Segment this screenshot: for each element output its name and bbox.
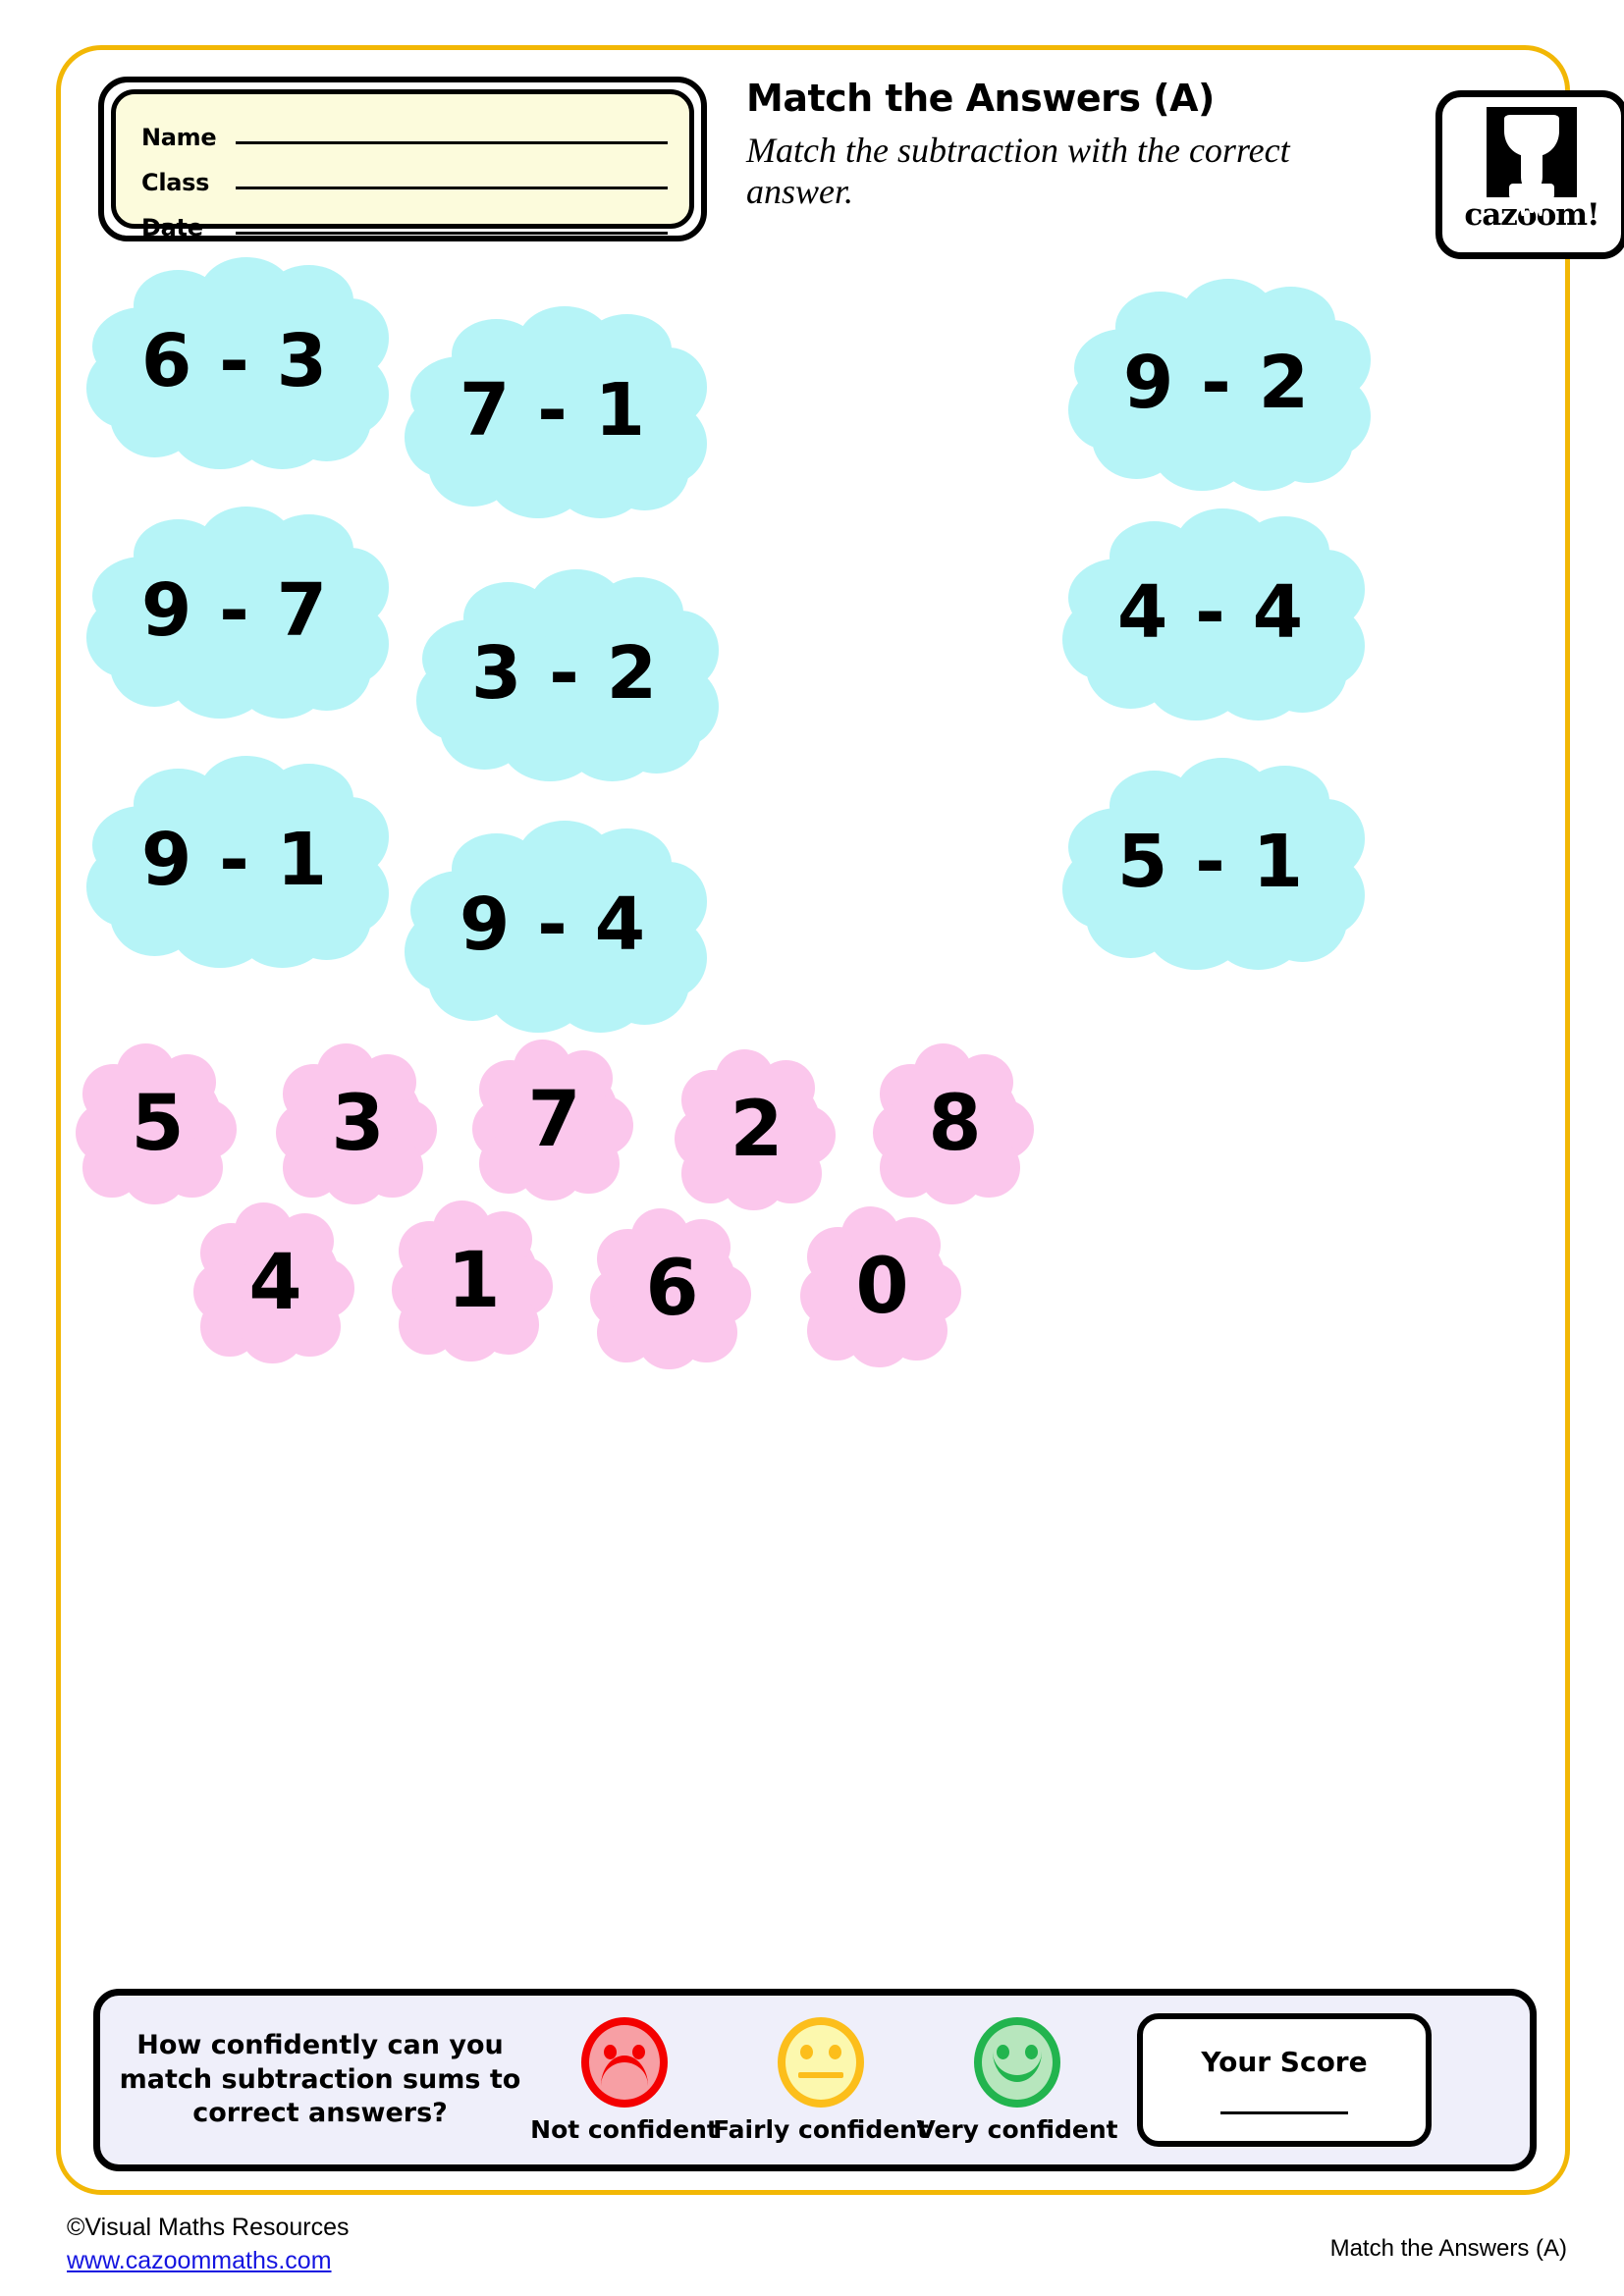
confidence-bar: How confidently can you match subtractio… <box>93 1989 1537 2171</box>
question-cloud[interactable]: 7 - 1 <box>405 306 708 519</box>
cloud-lobe <box>238 1251 307 1315</box>
cloud-lobe <box>917 1092 987 1156</box>
answer-cloud[interactable]: 3 <box>273 1037 444 1211</box>
name-field-label: Name <box>141 124 217 151</box>
fairly-confident-label: Fairly confident <box>713 2114 929 2144</box>
name-field-line[interactable] <box>236 140 668 144</box>
flat-mouth <box>798 2071 843 2078</box>
answer-text: 0 <box>855 1243 910 1331</box>
cloud-lobe <box>282 377 371 461</box>
answer-text: 5 <box>131 1080 186 1168</box>
cloud-lobe <box>120 1092 189 1156</box>
website-link[interactable]: www.cazoommaths.com <box>67 2246 332 2274</box>
goblet-icon <box>1487 107 1577 199</box>
neutral-face-icon[interactable] <box>778 2016 864 2108</box>
page-footer-right: Match the Answers (A) <box>1329 2235 1567 2262</box>
very-confident-label: Very confident <box>916 2114 1118 2144</box>
page-title: Match the Answers (A) <box>746 77 1215 120</box>
answer-text: 7 <box>527 1076 582 1164</box>
cloud-lobe <box>282 876 371 960</box>
class-field-line[interactable] <box>236 186 668 189</box>
cloud-lobe <box>320 1092 390 1156</box>
question-cloud[interactable]: 4 - 4 <box>1062 508 1366 721</box>
smile-mouth <box>993 2052 1042 2082</box>
date-field-row[interactable]: Date <box>141 198 668 240</box>
cloud-lobe <box>1264 399 1353 483</box>
question-cloud[interactable]: 6 - 3 <box>86 257 390 470</box>
eye-right <box>829 2044 841 2059</box>
question-text: 6 - 3 <box>140 319 329 403</box>
question-text: 5 - 1 <box>1116 820 1305 904</box>
date-field-line[interactable] <box>236 231 668 235</box>
title-block: Match the Answers (A) Match the subtract… <box>746 77 1296 213</box>
cloud-lobe <box>844 1255 914 1319</box>
answer-text: 2 <box>730 1086 785 1174</box>
question-text: 9 - 1 <box>140 818 329 902</box>
score-input-line[interactable] <box>1220 2111 1348 2114</box>
worksheet-header: Name Class Date Match the Answers (A) Ma… <box>98 77 1624 259</box>
page-footer-left: ©Visual Maths Resources www.cazoommaths.… <box>67 2212 350 2278</box>
question-cloud[interactable]: 3 - 2 <box>416 569 720 782</box>
question-text: 9 - 2 <box>1122 341 1311 425</box>
eye-left <box>800 2044 813 2059</box>
answer-cloud[interactable]: 4 <box>190 1196 361 1370</box>
date-field-label: Date <box>141 214 203 241</box>
question-cloud[interactable]: 9 - 7 <box>86 507 390 720</box>
answer-text: 4 <box>248 1239 303 1327</box>
question-cloud[interactable]: 9 - 1 <box>86 756 390 969</box>
question-cloud[interactable]: 9 - 4 <box>405 821 708 1034</box>
answer-text: 1 <box>447 1237 502 1325</box>
not-confident-label: Not confident <box>530 2114 719 2144</box>
answer-cloud[interactable]: 6 <box>587 1201 758 1376</box>
answer-text: 6 <box>645 1245 700 1333</box>
confidence-option-fairly-confident[interactable]: Fairly confident <box>713 2016 929 2144</box>
student-details-box: Name Class Date <box>98 77 707 241</box>
logo-wordmark: cazoom! <box>1464 197 1599 233</box>
cloud-lobe <box>612 689 701 774</box>
eye-left <box>604 2044 617 2059</box>
name-field-row[interactable]: Name <box>141 108 668 149</box>
score-box[interactable]: Your Score <box>1137 2013 1432 2147</box>
frown-mouth <box>601 2055 648 2086</box>
answer-cloud[interactable]: 8 <box>870 1037 1041 1211</box>
answer-cloud[interactable]: 2 <box>672 1042 842 1217</box>
question-text: 4 - 4 <box>1116 570 1305 655</box>
cloud-lobe <box>1258 628 1347 713</box>
question-text: 7 - 1 <box>459 368 647 453</box>
cloud-lobe <box>282 626 371 711</box>
student-details-inner: Name Class Date <box>111 89 694 240</box>
cloud-lobe <box>719 1097 788 1162</box>
answer-cloud[interactable]: 1 <box>389 1194 560 1368</box>
question-cloud[interactable]: 9 - 2 <box>1068 279 1372 492</box>
score-title: Your Score <box>1201 2046 1368 2078</box>
answer-cloud[interactable]: 7 <box>469 1033 640 1207</box>
question-text: 9 - 7 <box>140 568 329 653</box>
cloud-lobe <box>600 426 689 510</box>
cloud-lobe <box>1258 878 1347 962</box>
answer-cloud[interactable]: 0 <box>797 1200 968 1374</box>
question-text: 9 - 4 <box>459 882 647 967</box>
cloud-lobe <box>436 1249 506 1313</box>
confidence-option-not-confident[interactable]: Not confident <box>526 2016 723 2144</box>
answer-cloud[interactable]: 5 <box>73 1037 244 1211</box>
class-field-label: Class <box>141 169 210 196</box>
cloud-lobe <box>516 1088 586 1152</box>
answer-text: 3 <box>331 1080 386 1168</box>
cazoom-logo: cazoom! <box>1435 90 1624 259</box>
sad-face-icon[interactable] <box>581 2016 668 2108</box>
class-field-row[interactable]: Class <box>141 153 668 194</box>
goblet-base-icon <box>1509 184 1554 199</box>
happy-face-icon[interactable] <box>974 2016 1060 2108</box>
cloud-lobe <box>634 1256 704 1321</box>
cloud-lobe <box>600 940 689 1025</box>
eye-right <box>632 2044 645 2059</box>
page-subtitle: Match the subtraction with the correct a… <box>746 130 1290 212</box>
question-text: 3 - 2 <box>470 631 659 716</box>
question-cloud[interactable]: 5 - 1 <box>1062 758 1366 971</box>
copyright-text: ©Visual Maths Resources <box>67 2214 350 2241</box>
confidence-option-very-confident[interactable]: Very confident <box>916 2016 1118 2144</box>
answer-text: 8 <box>928 1080 983 1168</box>
confidence-question: How confidently can you match subtractio… <box>119 2030 521 2129</box>
